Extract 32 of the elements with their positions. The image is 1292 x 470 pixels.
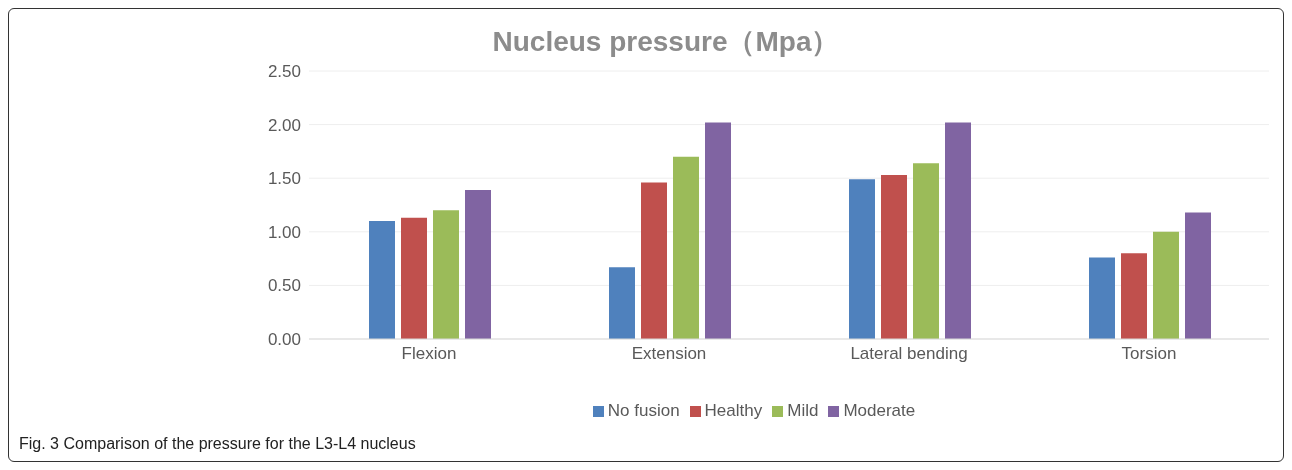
x-tick-label: Flexion: [401, 344, 457, 364]
bar: [705, 122, 731, 339]
bar: [1089, 257, 1115, 339]
bar: [849, 179, 875, 339]
y-tick-label: 2.00: [267, 115, 301, 135]
bar: [369, 221, 395, 339]
bar: [881, 174, 907, 339]
bar: [913, 163, 939, 339]
x-tick-label: Torsion: [1121, 344, 1177, 364]
chart-title: Nucleus pressure（Mpa）: [491, 25, 841, 59]
legend-label: Healthy: [704, 401, 763, 420]
legend-label: Mild: [787, 401, 819, 420]
y-tick-label: 1.00: [267, 222, 301, 242]
y-tick-label: 1.50: [267, 169, 301, 189]
bar: [673, 156, 699, 339]
bar: [1121, 253, 1147, 339]
x-tick-label: Lateral bending: [850, 344, 968, 364]
bar: [465, 189, 491, 339]
bar: [945, 122, 971, 339]
bar: [609, 267, 635, 339]
y-tick-label: 0.00: [267, 330, 301, 350]
x-tick-label: Extension: [631, 344, 707, 364]
bar: [433, 210, 459, 339]
caption: Fig. 3 Comparison of the pressure for the L3-L4 nucleus: [19, 435, 416, 453]
legend-label: No fusion: [607, 401, 680, 420]
bar: [401, 217, 427, 339]
y-tick-label: 0.50: [267, 276, 301, 296]
y-tick-label: 2.50: [267, 62, 301, 82]
bar: [1153, 231, 1179, 339]
bar: [1185, 212, 1211, 339]
bar: [641, 182, 667, 339]
legend-label: Moderate: [843, 401, 916, 420]
